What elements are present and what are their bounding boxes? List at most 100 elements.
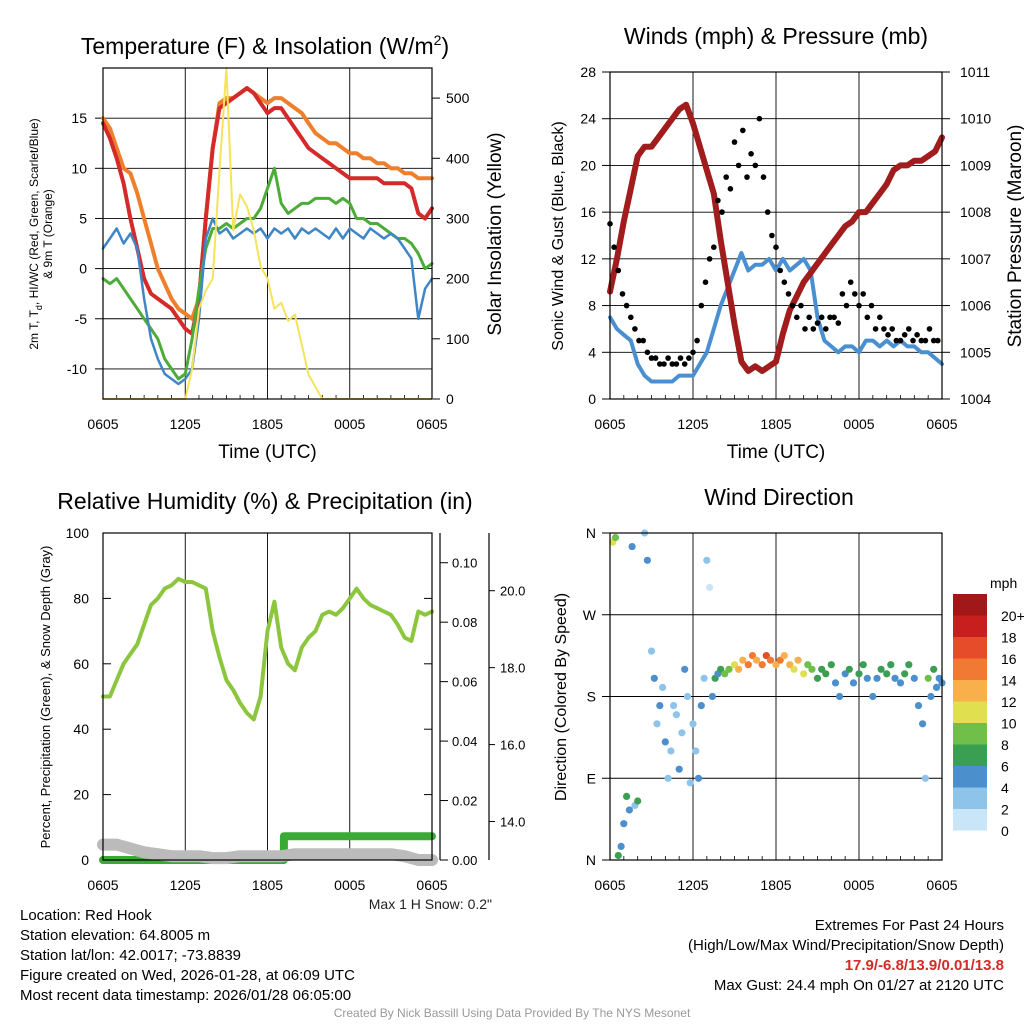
y2-axis-title: Solar Insolation (Yellow) [485,132,506,335]
snow-tick-label: 18.0 [500,661,525,676]
gust-point [756,115,763,122]
legend-swatch [953,744,987,766]
gust-point [914,332,920,338]
gust-point [901,332,908,338]
direction-point [678,729,686,737]
gust-point [694,337,700,344]
x-tick-label: 1205 [677,416,708,432]
legend-swatch [953,615,987,637]
y-tick-label: 15 [71,110,87,126]
y-axis-title-line2: & 9m T (Orange) [41,189,55,279]
gust-point [847,279,854,286]
gust-point [690,349,696,356]
extremes-subtitle: (High/Low/Max Wind/Precipitation/Snow De… [688,937,1004,954]
direction-point [932,683,941,692]
gust-point [868,302,875,309]
x-tick-label: 1805 [252,416,283,432]
legend-swatch [953,723,987,745]
x-tick-label: 1805 [760,416,791,432]
gust-point [789,302,796,309]
direction-point [730,661,739,669]
x-tick-label: 0605 [594,877,625,893]
max-gust-text: Max Gust: 24.4 mph On 01/27 at 2120 UTC [713,977,1004,994]
gust-point [818,314,825,321]
gust-point [702,279,709,286]
snow-note: Max 1 H Snow: 0.2" [368,896,492,912]
gust-point [698,302,705,309]
y2-tick-label: 1008 [960,204,991,220]
gust-point [764,209,771,215]
direction-point [905,661,913,669]
direction-point [762,652,770,660]
chart-title: Wind Direction [704,484,854,510]
x-tick-label: 1205 [170,877,201,893]
direction-point [859,661,867,669]
legend-label: 14 [1001,672,1017,688]
y-tick-label: 10 [71,160,87,176]
precip-tick-label: 0.00 [452,853,477,868]
station-info: Location: Red Hook Station elevation: 64… [20,906,355,1006]
gust-point [781,279,788,286]
gust-point [810,326,817,332]
x-tick-label: 0005 [334,416,365,432]
direction-point [617,842,625,851]
legend-swatch [953,701,987,723]
y2-tick-label: 200 [446,271,470,287]
direction-point [883,670,891,678]
series-2m-t [101,86,434,336]
gust-point [715,197,721,204]
gust-point [723,174,729,180]
direction-point [863,674,871,682]
y-axis-title: 2m T, Td, HI/WC (Red, Green, Scarlet/Blu… [27,118,44,349]
precip-tick-label: 0.10 [452,556,477,571]
series-snow-depth [97,838,438,866]
direction-point [910,674,918,682]
direction-point [647,647,656,655]
direction-point [653,720,661,728]
gust-point [918,337,925,344]
x-tick-label: 0605 [926,877,957,893]
legend-label: 8 [1001,737,1009,753]
gust-point [735,162,742,169]
gust-point [686,355,692,361]
direction-point [643,556,652,564]
gust-point [769,232,775,239]
gust-point [731,139,738,145]
gust-point [711,244,717,250]
y-tick-label: E [587,770,596,786]
gust-point [926,326,933,332]
gust-point [843,302,850,309]
direction-point [794,656,802,664]
y-tick-label: 20 [73,787,89,803]
precip-tick-label: 0.02 [452,794,477,809]
x-tick-label: 0605 [594,416,625,432]
direction-point [744,661,752,669]
gust-point [727,186,734,192]
gust-point [872,326,879,332]
extremes-panel: Extremes For Past 24 Hours (High/Low/Max… [688,916,1004,996]
gust-point [777,267,783,274]
series-9m-t [101,86,434,321]
direction-point [656,702,664,710]
x-tick-label: 0605 [87,877,118,893]
direction-point [766,656,775,664]
gust-point [897,337,904,344]
y2-tick-label: 100 [446,331,470,347]
direction-point [804,661,812,669]
direction-point [628,543,636,551]
direction-point [670,702,678,710]
y-tick-label: W [583,607,597,623]
direction-point [776,656,784,664]
gust-point [814,320,821,326]
y-tick-label: 12 [580,251,596,267]
plot-frame [609,71,943,400]
x-tick-label: 0605 [87,416,118,432]
y-tick-label: 0 [81,852,89,868]
gust-point [640,337,646,344]
y-tick-label: 28 [580,64,596,80]
direction-point [725,665,733,673]
y2-tick-label: 1006 [960,298,991,314]
gust-point [827,314,833,321]
y-tick-label: 0 [588,391,596,407]
y-tick-label: 8 [588,298,596,314]
